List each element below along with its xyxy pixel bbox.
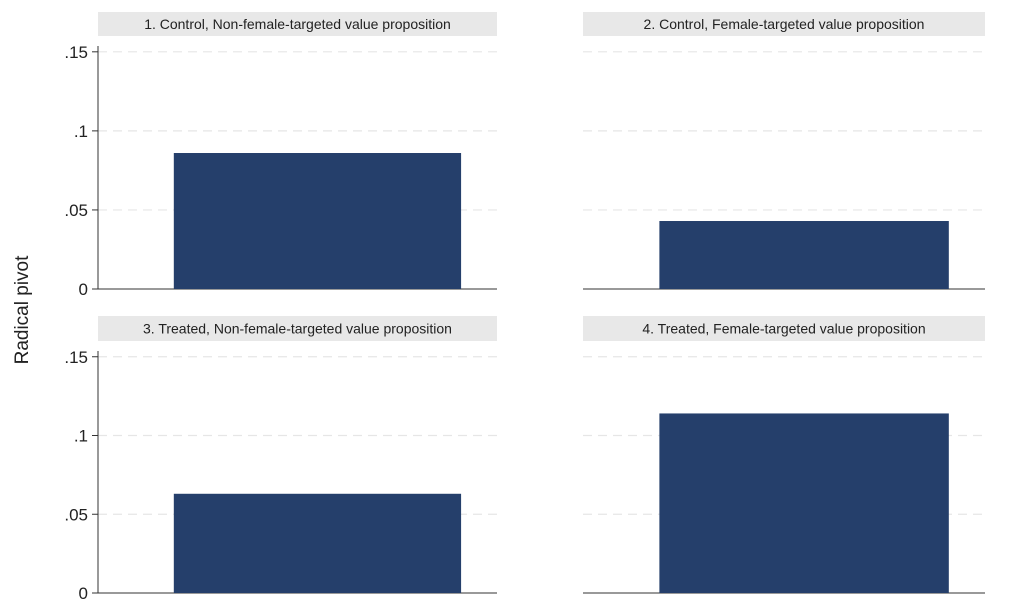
- y-tick-label: 0: [79, 584, 88, 601]
- bar-panel-2: [659, 221, 948, 289]
- y-tick-label: .05: [64, 505, 88, 524]
- panel-title-4: 4. Treated, Female-targeted value propos…: [642, 321, 925, 337]
- panel-title-3: 3. Treated, Non-female-targeted value pr…: [143, 321, 452, 337]
- y-tick-label: .1: [74, 427, 88, 446]
- bar-panel-4: [659, 413, 948, 593]
- y-tick-label: .15: [64, 43, 88, 62]
- y-tick-label: .05: [64, 201, 88, 220]
- y-tick-label: .15: [64, 348, 88, 367]
- y-axis-label: Radical pivot: [12, 255, 33, 364]
- y-tick-label: .1: [74, 122, 88, 141]
- panel-title-2: 2. Control, Female-targeted value propos…: [644, 16, 925, 32]
- y-tick-label: 0: [79, 280, 88, 299]
- bar-panel-3: [174, 494, 461, 593]
- bar-panel-1: [174, 153, 461, 289]
- panel-title-1: 1. Control, Non-female-targeted value pr…: [144, 16, 451, 32]
